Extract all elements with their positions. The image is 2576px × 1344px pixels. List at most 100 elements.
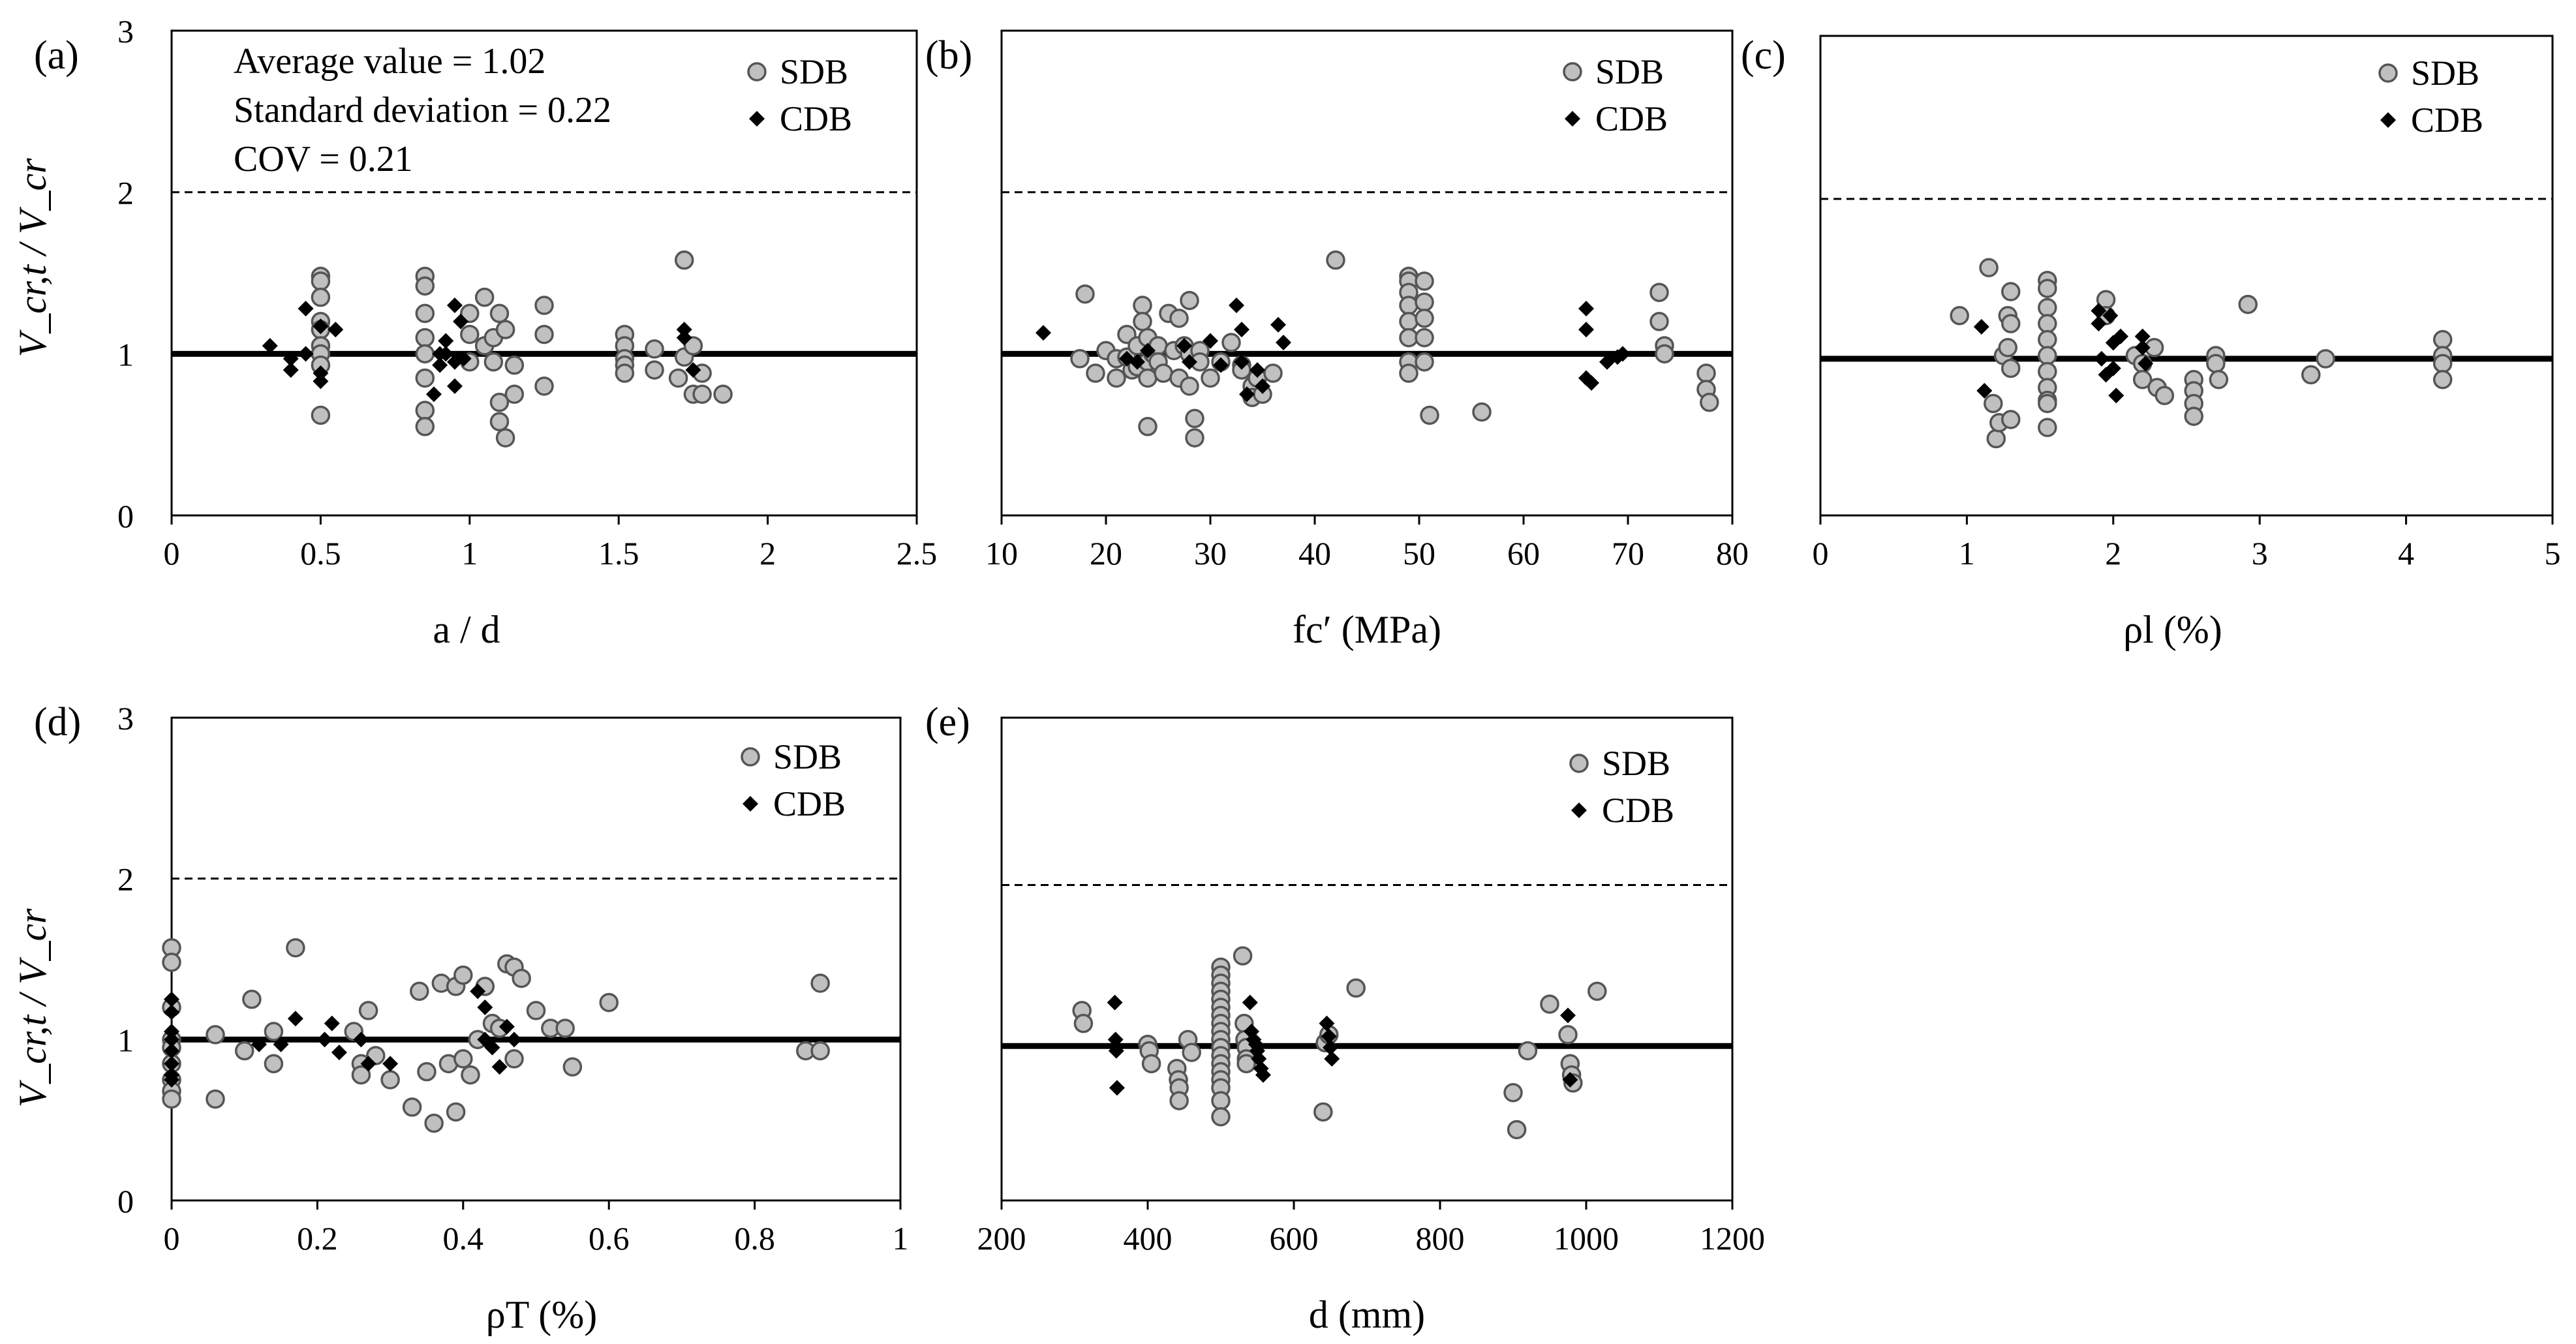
y-tick-label: 3	[117, 13, 134, 50]
point-sdb	[453, 965, 473, 985]
point-sdb	[1211, 1091, 1231, 1110]
point-cdb	[2105, 360, 2121, 376]
point-sdb	[1399, 296, 1418, 315]
legend-marker-sdb	[741, 747, 760, 767]
point-sdb	[2001, 410, 2021, 429]
legend: SDB CDB	[1563, 52, 1668, 138]
point-cdb	[2102, 307, 2119, 324]
point-sdb	[692, 384, 712, 404]
point-cdb	[498, 1018, 515, 1035]
point-sdb	[504, 384, 525, 404]
point-sdb	[1326, 250, 1345, 270]
x-axis-label: ρT (%)	[486, 1293, 597, 1336]
point-sdb	[358, 1001, 378, 1020]
legend-label-sdb: SDB	[1595, 52, 1664, 91]
point-sdb	[2432, 329, 2453, 350]
plot-frame	[170, 29, 918, 517]
point-sdb	[1415, 271, 1434, 291]
point-sdb	[2316, 349, 2335, 369]
point-sdb	[1415, 292, 1434, 312]
point-sdb	[2038, 314, 2057, 333]
x-tick-label: 0.6	[589, 1220, 630, 1257]
point-sdb	[495, 428, 515, 448]
point-cdb	[273, 1036, 289, 1052]
point-cdb	[1255, 1067, 1271, 1083]
point-sdb	[234, 1041, 254, 1061]
point-sdb	[683, 336, 703, 356]
point-cdb	[2091, 303, 2107, 319]
x-tick-label: 400	[1124, 1220, 1173, 1257]
point-cdb	[1973, 318, 1989, 335]
panel-label: (d)	[34, 700, 81, 744]
point-cdb	[1976, 382, 1993, 399]
point-cdb	[283, 350, 299, 367]
point-sdb	[2038, 329, 2057, 350]
point-sdb	[1233, 946, 1253, 966]
point-sdb	[1201, 368, 1220, 388]
point-cdb	[164, 991, 179, 1007]
point-cdb	[455, 350, 472, 367]
point-cdb	[353, 1031, 369, 1048]
point-cdb	[1319, 1015, 1335, 1031]
x-tick-label: 1	[1959, 535, 1975, 572]
point-cdb	[1109, 1080, 1125, 1096]
legend-marker-cdb	[2380, 112, 2396, 128]
point-sdb	[1540, 994, 1559, 1014]
point-cdb	[1229, 298, 1244, 314]
point-sdb	[474, 287, 495, 307]
x-tick-label: 1	[893, 1220, 909, 1257]
point-sdb	[1415, 352, 1434, 372]
x-tick-label: 0	[164, 535, 180, 572]
legend-marker-cdb	[743, 796, 758, 812]
x-tick-label: 0.2	[297, 1220, 338, 1257]
point-sdb	[2301, 365, 2321, 385]
point-sdb	[1180, 290, 1199, 311]
point-cdb	[328, 322, 344, 338]
x-axis-label: fc′ (MPa)	[1293, 608, 1441, 651]
point-sdb	[453, 1049, 473, 1069]
point-cdb	[360, 1056, 376, 1072]
point-cdb	[1584, 374, 1599, 391]
point-cdb	[1562, 1072, 1578, 1088]
panel-d: (d) V_cr,t / V_cr ρT (%) 0 0.2 0.4 0.6 0.8 1 0…	[11, 700, 909, 1336]
point-cdb	[2113, 328, 2129, 344]
point-sdb	[1138, 368, 1158, 388]
point-sdb	[1138, 417, 1158, 436]
point-sdb	[1141, 1054, 1161, 1074]
point-cdb	[251, 1036, 268, 1052]
point-sdb	[645, 360, 664, 380]
point-cdb	[446, 298, 463, 314]
x-tick-label: 0.4	[443, 1220, 484, 1257]
x-tick-label: 200	[977, 1220, 1026, 1257]
point-sdb	[2038, 346, 2057, 365]
point-cdb	[1255, 378, 1270, 394]
point-cdb	[287, 1011, 303, 1027]
point-cdb	[262, 337, 278, 354]
x-tick-label: 0.5	[300, 535, 341, 572]
point-cdb	[676, 322, 692, 338]
legend: SDB CDB	[2378, 53, 2483, 140]
x-tick-label: 80	[1716, 535, 1749, 572]
point-cdb	[2091, 316, 2107, 331]
point-sdb	[2038, 298, 2057, 318]
legend-label-cdb: CDB	[1595, 99, 1668, 138]
point-sdb	[1211, 1107, 1231, 1127]
point-sdb	[424, 1113, 444, 1133]
x-tick-label: 50	[1403, 535, 1435, 572]
point-sdb	[1587, 981, 1607, 1001]
x-tick-label: 2.5	[897, 535, 938, 572]
legend-label-cdb: CDB	[773, 784, 846, 823]
point-sdb	[1979, 258, 1999, 277]
legend-marker-cdb	[1571, 802, 1587, 818]
legend-label-cdb: CDB	[780, 99, 852, 138]
point-cdb	[313, 318, 329, 335]
point-sdb	[2184, 406, 2203, 426]
point-sdb	[1420, 405, 1439, 425]
point-sdb	[555, 1018, 575, 1038]
point-sdb	[1313, 1102, 1333, 1122]
point-cdb	[298, 300, 314, 316]
x-tick-label: 1.5	[598, 535, 639, 572]
point-cdb	[164, 1043, 179, 1059]
point-sdb	[410, 981, 429, 1001]
legend-label-sdb: SDB	[1602, 744, 1670, 783]
